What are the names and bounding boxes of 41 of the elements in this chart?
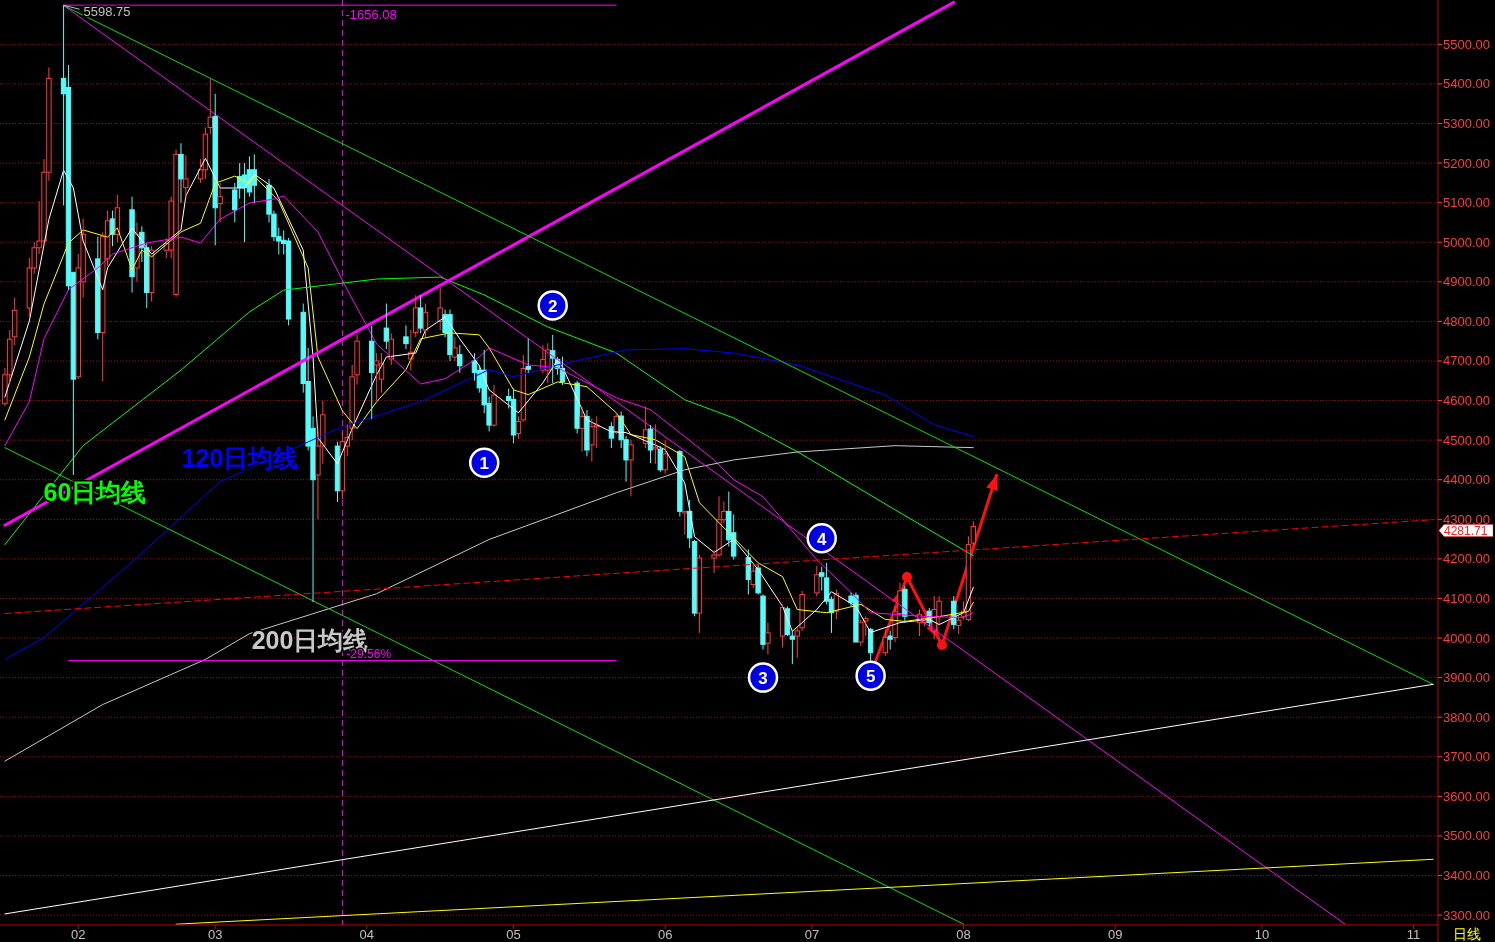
y-tick-label: 3300.00 <box>1443 907 1490 923</box>
x-tick-label: 02 <box>71 926 86 942</box>
y-tick-label: 3600.00 <box>1443 788 1490 804</box>
y-tick-label: 4000.00 <box>1443 630 1490 646</box>
y-tick-label: 3400.00 <box>1443 868 1490 884</box>
x-tick-label: 11 <box>1406 926 1421 942</box>
x-tick-label: 10 <box>1254 926 1270 942</box>
text: 日线 <box>1452 926 1481 942</box>
y-tick-label: 4200.00 <box>1443 551 1490 567</box>
y-tick-label: 5400.00 <box>1443 76 1490 92</box>
annotation: 1 <box>479 454 489 474</box>
y-tick-label: 5500.00 <box>1443 36 1490 52</box>
x-tick-label: 08 <box>956 926 971 942</box>
annotation: 5598.75 <box>83 3 131 19</box>
x-tick-label: 05 <box>506 926 521 942</box>
annotation: 2 <box>547 297 558 317</box>
y-tick-label: 5200.00 <box>1443 155 1490 171</box>
x-tick-label: 06 <box>657 926 673 942</box>
y-tick-label: 4500.00 <box>1443 432 1490 448</box>
y-tick-label: 4600.00 <box>1443 393 1490 409</box>
x-tick-label: 03 <box>207 926 223 942</box>
series-label: 120日均线 <box>181 444 299 472</box>
y-tick-label: 3900.00 <box>1443 670 1490 686</box>
y-tick-label: 3800.00 <box>1443 709 1490 725</box>
y-tick-label: 4400.00 <box>1443 472 1490 488</box>
y-tick-label: 5300.00 <box>1443 115 1490 131</box>
y-tick-label: 4800.00 <box>1443 313 1490 329</box>
x-tick-label: 04 <box>359 926 375 942</box>
y-tick-label: 4700.00 <box>1443 353 1490 369</box>
y-tick-label: 5100.00 <box>1443 195 1490 211</box>
annotation: -1656.08 <box>345 6 397 22</box>
x-tick-label: 09 <box>1107 926 1123 942</box>
y-tick-label: 3500.00 <box>1443 828 1490 844</box>
y-tick-label: 5000.00 <box>1443 234 1490 250</box>
x-tick-label: 07 <box>804 926 820 942</box>
y-tick-label: 3700.00 <box>1443 749 1490 765</box>
annotation: 3 <box>758 669 768 689</box>
annotation: 4 <box>816 529 827 549</box>
y-tick-label: 4900.00 <box>1443 274 1490 290</box>
y-tick-label: 4100.00 <box>1443 590 1490 606</box>
annotation: 5 <box>865 667 876 687</box>
